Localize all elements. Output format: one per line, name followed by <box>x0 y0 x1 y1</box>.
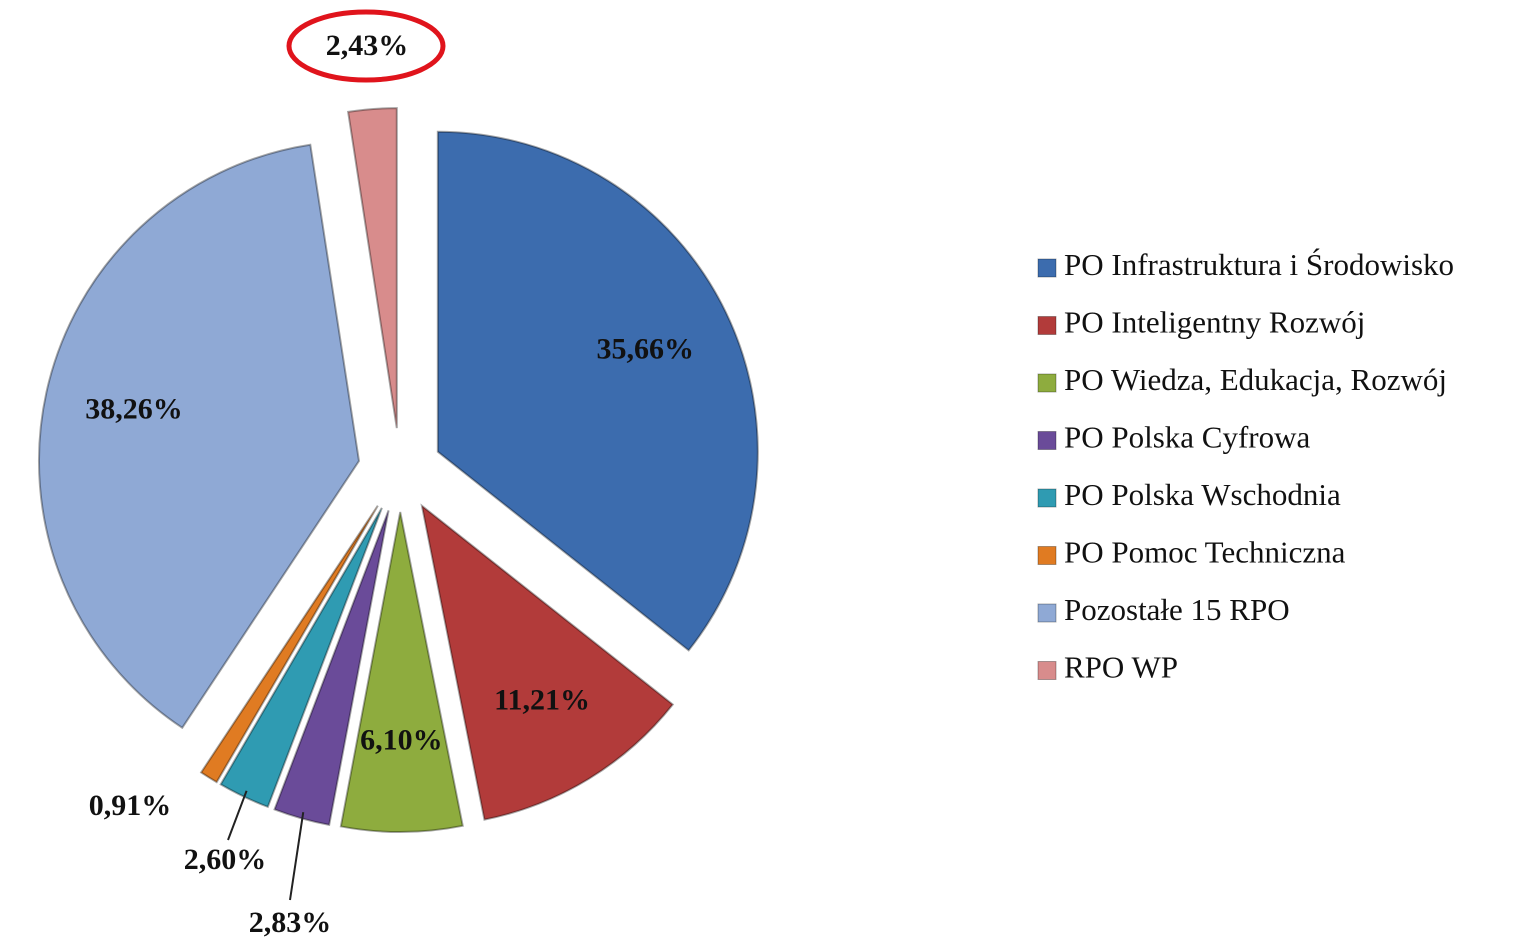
slice <box>339 511 464 833</box>
highlight-ring <box>286 9 446 83</box>
slice <box>38 143 361 730</box>
legend-swatch <box>1037 373 1057 393</box>
legend-swatch <box>1037 258 1057 278</box>
slice <box>346 107 398 429</box>
legend-label: Pozostałe 15 RPO <box>1064 592 1290 627</box>
legend-swatch <box>1037 316 1057 335</box>
data-label: 0,91% <box>89 789 172 822</box>
data-label: 11,21% <box>494 683 590 716</box>
slice <box>199 505 379 784</box>
data-label: 2,60% <box>184 843 267 876</box>
data-label: 35,66% <box>596 332 694 365</box>
legend-swatch <box>1037 546 1057 565</box>
legend-label: PO Infrastruktura i Środowisko <box>1064 247 1454 282</box>
data-label: 2,83% <box>249 906 332 939</box>
data-label: 38,26% <box>85 392 183 425</box>
legend-label: PO Wiedza, Edukacja, Rozwój <box>1064 362 1447 397</box>
legend-label: RPO WP <box>1064 650 1178 685</box>
slice <box>436 130 759 652</box>
legend-label: PO Polska Cyfrowa <box>1064 420 1311 455</box>
slice <box>420 503 675 821</box>
legend-swatch <box>1037 603 1057 623</box>
legend-swatch <box>1037 488 1057 508</box>
legend-label: PO Polska Wschodnia <box>1064 477 1341 512</box>
legend-label: PO Inteligentny Rozwój <box>1064 305 1365 340</box>
data-label: 2,43% <box>326 29 409 62</box>
legend-label: PO Pomoc Techniczna <box>1064 535 1346 570</box>
leader-line <box>289 812 305 901</box>
data-label: 6,10% <box>360 723 443 756</box>
legend-swatch <box>1037 431 1057 450</box>
legend-swatch <box>1037 661 1057 680</box>
leader-line <box>227 790 248 841</box>
